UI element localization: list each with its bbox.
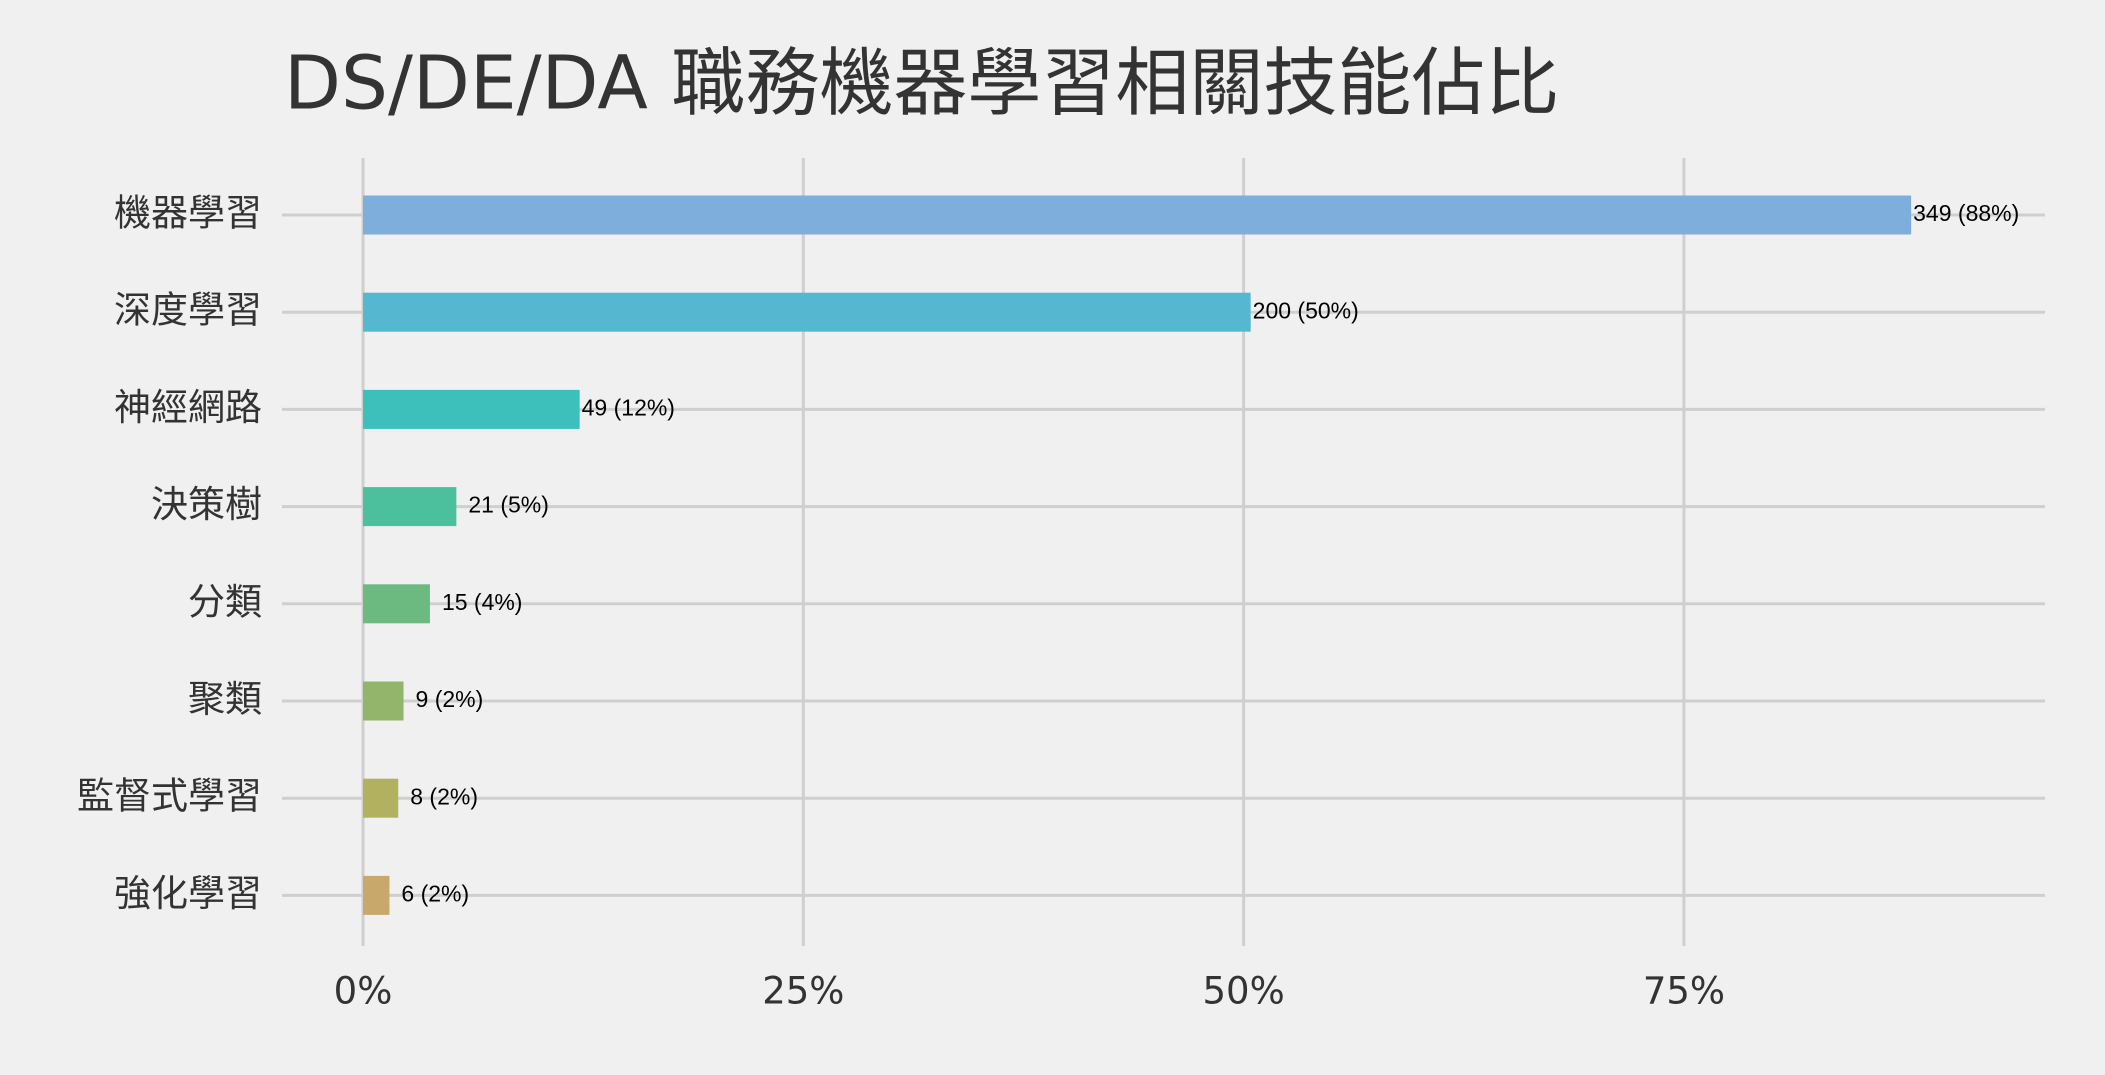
data-label: 15 (4%) <box>442 589 523 615</box>
x-tick-label: 0% <box>334 970 393 1013</box>
bar <box>363 778 399 818</box>
bar <box>363 584 430 624</box>
data-label: 8 (2%) <box>410 783 478 809</box>
bar <box>363 292 1251 332</box>
x-tick-label: 50% <box>1203 970 1285 1013</box>
data-label: 200 (50%) <box>1253 297 1359 323</box>
y-tick-label: 強化學習 <box>114 872 262 915</box>
bar <box>363 487 457 527</box>
y-tick-label: 神經網路 <box>114 386 262 429</box>
bar <box>363 681 404 721</box>
y-tick-label: 深度學習 <box>114 289 262 332</box>
data-label: 21 (5%) <box>468 492 549 518</box>
y-tick-label: 分類 <box>188 580 262 623</box>
y-tick-label: 決策樹 <box>151 483 262 526</box>
bar <box>363 389 580 429</box>
x-tick-label: 75% <box>1643 970 1725 1013</box>
chart-title: DS/DE/DA 職務機器學習相關技能佔比 <box>284 41 1559 127</box>
bar <box>363 195 1912 235</box>
y-tick-label: 監督式學習 <box>77 775 262 818</box>
data-label: 349 (88%) <box>1913 200 2019 226</box>
x-tick-label: 25% <box>762 970 844 1013</box>
data-label: 49 (12%) <box>582 394 675 420</box>
y-tick-label: 聚類 <box>188 678 262 721</box>
data-label: 9 (2%) <box>416 686 484 712</box>
bar <box>363 875 390 915</box>
y-tick-label: 機器學習 <box>114 192 262 235</box>
data-label: 6 (2%) <box>401 880 469 906</box>
